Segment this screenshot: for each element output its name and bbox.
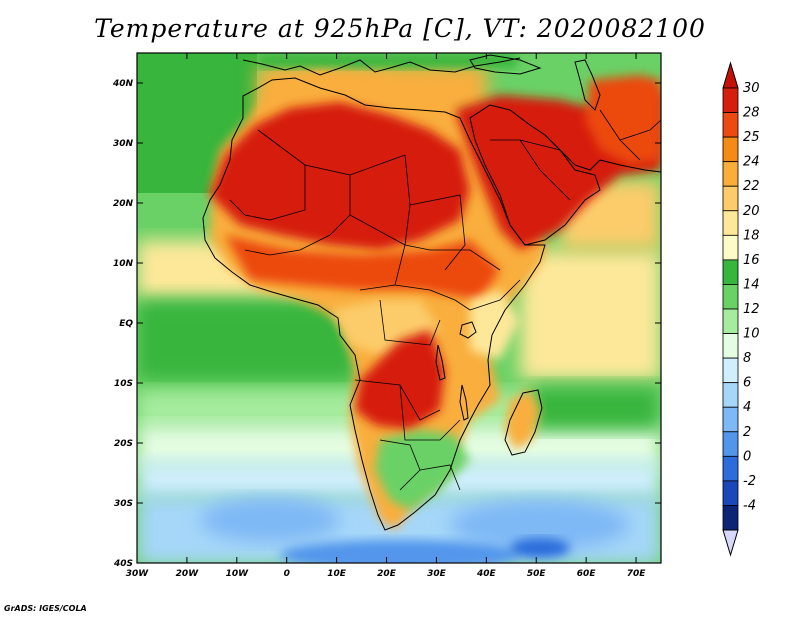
colorbar-label: 8 bbox=[743, 351, 751, 366]
colorbar-label: 14 bbox=[743, 277, 760, 292]
map-title: Temperature at 925hPa [C], VT: 202008210… bbox=[94, 14, 706, 43]
lat-tick-label: 10S bbox=[114, 379, 133, 389]
cold-pool-4 bbox=[510, 538, 570, 558]
colorbar-swatch bbox=[722, 357, 739, 384]
colorbar-label: 0 bbox=[743, 449, 751, 464]
colorbar-label: 2 bbox=[743, 425, 751, 440]
grads-credit: GrADS: IGES/COLA bbox=[4, 604, 87, 613]
temperature-field bbox=[137, 53, 661, 563]
colorbar-swatch bbox=[722, 284, 739, 310]
lon-tick-label: 20W bbox=[176, 569, 200, 579]
colorbar-swatch bbox=[722, 185, 739, 212]
lon-tick-label: 70E bbox=[627, 569, 647, 579]
plot-frame bbox=[136, 52, 662, 564]
colorbar-swatch bbox=[722, 480, 739, 506]
caspian-sea bbox=[574, 59, 601, 111]
colorbar-label: 30 bbox=[743, 81, 760, 96]
lon-tick-label: 30W bbox=[126, 569, 150, 579]
africa-coastline bbox=[202, 77, 546, 531]
colorbar-label: -4 bbox=[743, 498, 756, 513]
lat-tick-label: 20S bbox=[114, 439, 133, 449]
cold-pool-2 bbox=[450, 500, 630, 550]
lon-tick-label: 60E bbox=[577, 569, 597, 579]
indian-ocean-green bbox=[530, 385, 661, 430]
lake-victoria bbox=[459, 321, 477, 339]
lon-tick-label: 10W bbox=[226, 569, 250, 579]
colorbar-top-arrow bbox=[722, 61, 739, 89]
colorbar-label: 12 bbox=[743, 302, 760, 317]
madagascar-coastline bbox=[504, 389, 543, 456]
angola-hot bbox=[355, 330, 445, 430]
lat-tick-label: 30S bbox=[114, 499, 133, 509]
cold-pool-1 bbox=[200, 498, 340, 542]
iran-hot bbox=[585, 75, 661, 165]
colorbar-swatch bbox=[722, 87, 739, 113]
europe-coastline bbox=[242, 57, 521, 76]
lon-tick-label: 0 bbox=[284, 569, 290, 579]
lat-tick-label: 40S bbox=[113, 559, 133, 569]
lake-malawi bbox=[459, 384, 469, 421]
colorbar-label: 25 bbox=[743, 130, 760, 145]
colorbar-label: 20 bbox=[743, 204, 760, 219]
colorbar-label: 28 bbox=[743, 106, 760, 121]
lat-tick-label: EQ bbox=[119, 319, 133, 329]
arabia-coastline bbox=[469, 104, 601, 246]
persian-gulf bbox=[544, 134, 601, 171]
colorbar-bottom-arrow bbox=[722, 529, 739, 557]
colorbar-swatch bbox=[722, 455, 739, 482]
colorbar-swatch bbox=[722, 505, 739, 531]
cold-pool-3 bbox=[280, 540, 520, 563]
lon-tick-label: 10E bbox=[327, 569, 347, 579]
lat-tick-label: 30N bbox=[113, 139, 134, 149]
colorbar-swatch bbox=[722, 161, 739, 187]
colorbar-swatch bbox=[722, 308, 739, 334]
europe-cool bbox=[257, 53, 517, 68]
lon-tick-label: 50E bbox=[527, 569, 547, 579]
lon-tick-label: 30E bbox=[427, 569, 447, 579]
colorbar-swatch bbox=[722, 382, 739, 408]
coastlines bbox=[202, 54, 661, 531]
colorbar-label: 24 bbox=[743, 155, 760, 170]
colorbar-label: 16 bbox=[743, 253, 760, 268]
lon-tick-label: 40E bbox=[476, 569, 497, 579]
country-borders bbox=[229, 109, 661, 491]
colorbar-swatch bbox=[722, 406, 739, 433]
lat-tick-label: 10N bbox=[113, 259, 134, 269]
equatorial-band bbox=[137, 300, 357, 380]
colorbar-label: 6 bbox=[743, 376, 751, 391]
colorbar-label: 10 bbox=[743, 327, 760, 342]
lat-tick-label: 20N bbox=[113, 199, 134, 209]
sahara-hot bbox=[210, 102, 470, 250]
lon-tick-label: 20E bbox=[377, 569, 397, 579]
latitude-axis: 40N 30N 20N 10N EQ 10S 20S 30S 40S bbox=[112, 79, 661, 569]
colorbar-label: 22 bbox=[743, 179, 760, 194]
colorbar-label: 4 bbox=[743, 400, 751, 415]
southern-africa-cool bbox=[375, 430, 470, 510]
lat-tick-label: 40N bbox=[112, 79, 134, 89]
black-sea bbox=[469, 54, 542, 75]
iran-coast bbox=[599, 159, 661, 173]
colorbar-label: 18 bbox=[743, 228, 760, 243]
colorbar-swatch bbox=[722, 259, 739, 285]
colorbar-swatch bbox=[722, 136, 739, 163]
colorbar-swatch bbox=[722, 112, 739, 138]
colorbar-swatch bbox=[722, 210, 739, 236]
colorbar-swatch bbox=[722, 333, 739, 359]
indian-ocean-warm bbox=[520, 250, 661, 380]
lake-tanganyika bbox=[435, 344, 446, 381]
colorbar-label: -2 bbox=[743, 474, 756, 489]
longitude-axis: 30W 20W 10W 0 10E 20E 30E 40E 50E 60E 70E bbox=[126, 53, 646, 579]
colorbar-swatch bbox=[722, 234, 739, 261]
madagascar bbox=[505, 390, 540, 450]
colorbar-swatch bbox=[722, 431, 739, 457]
